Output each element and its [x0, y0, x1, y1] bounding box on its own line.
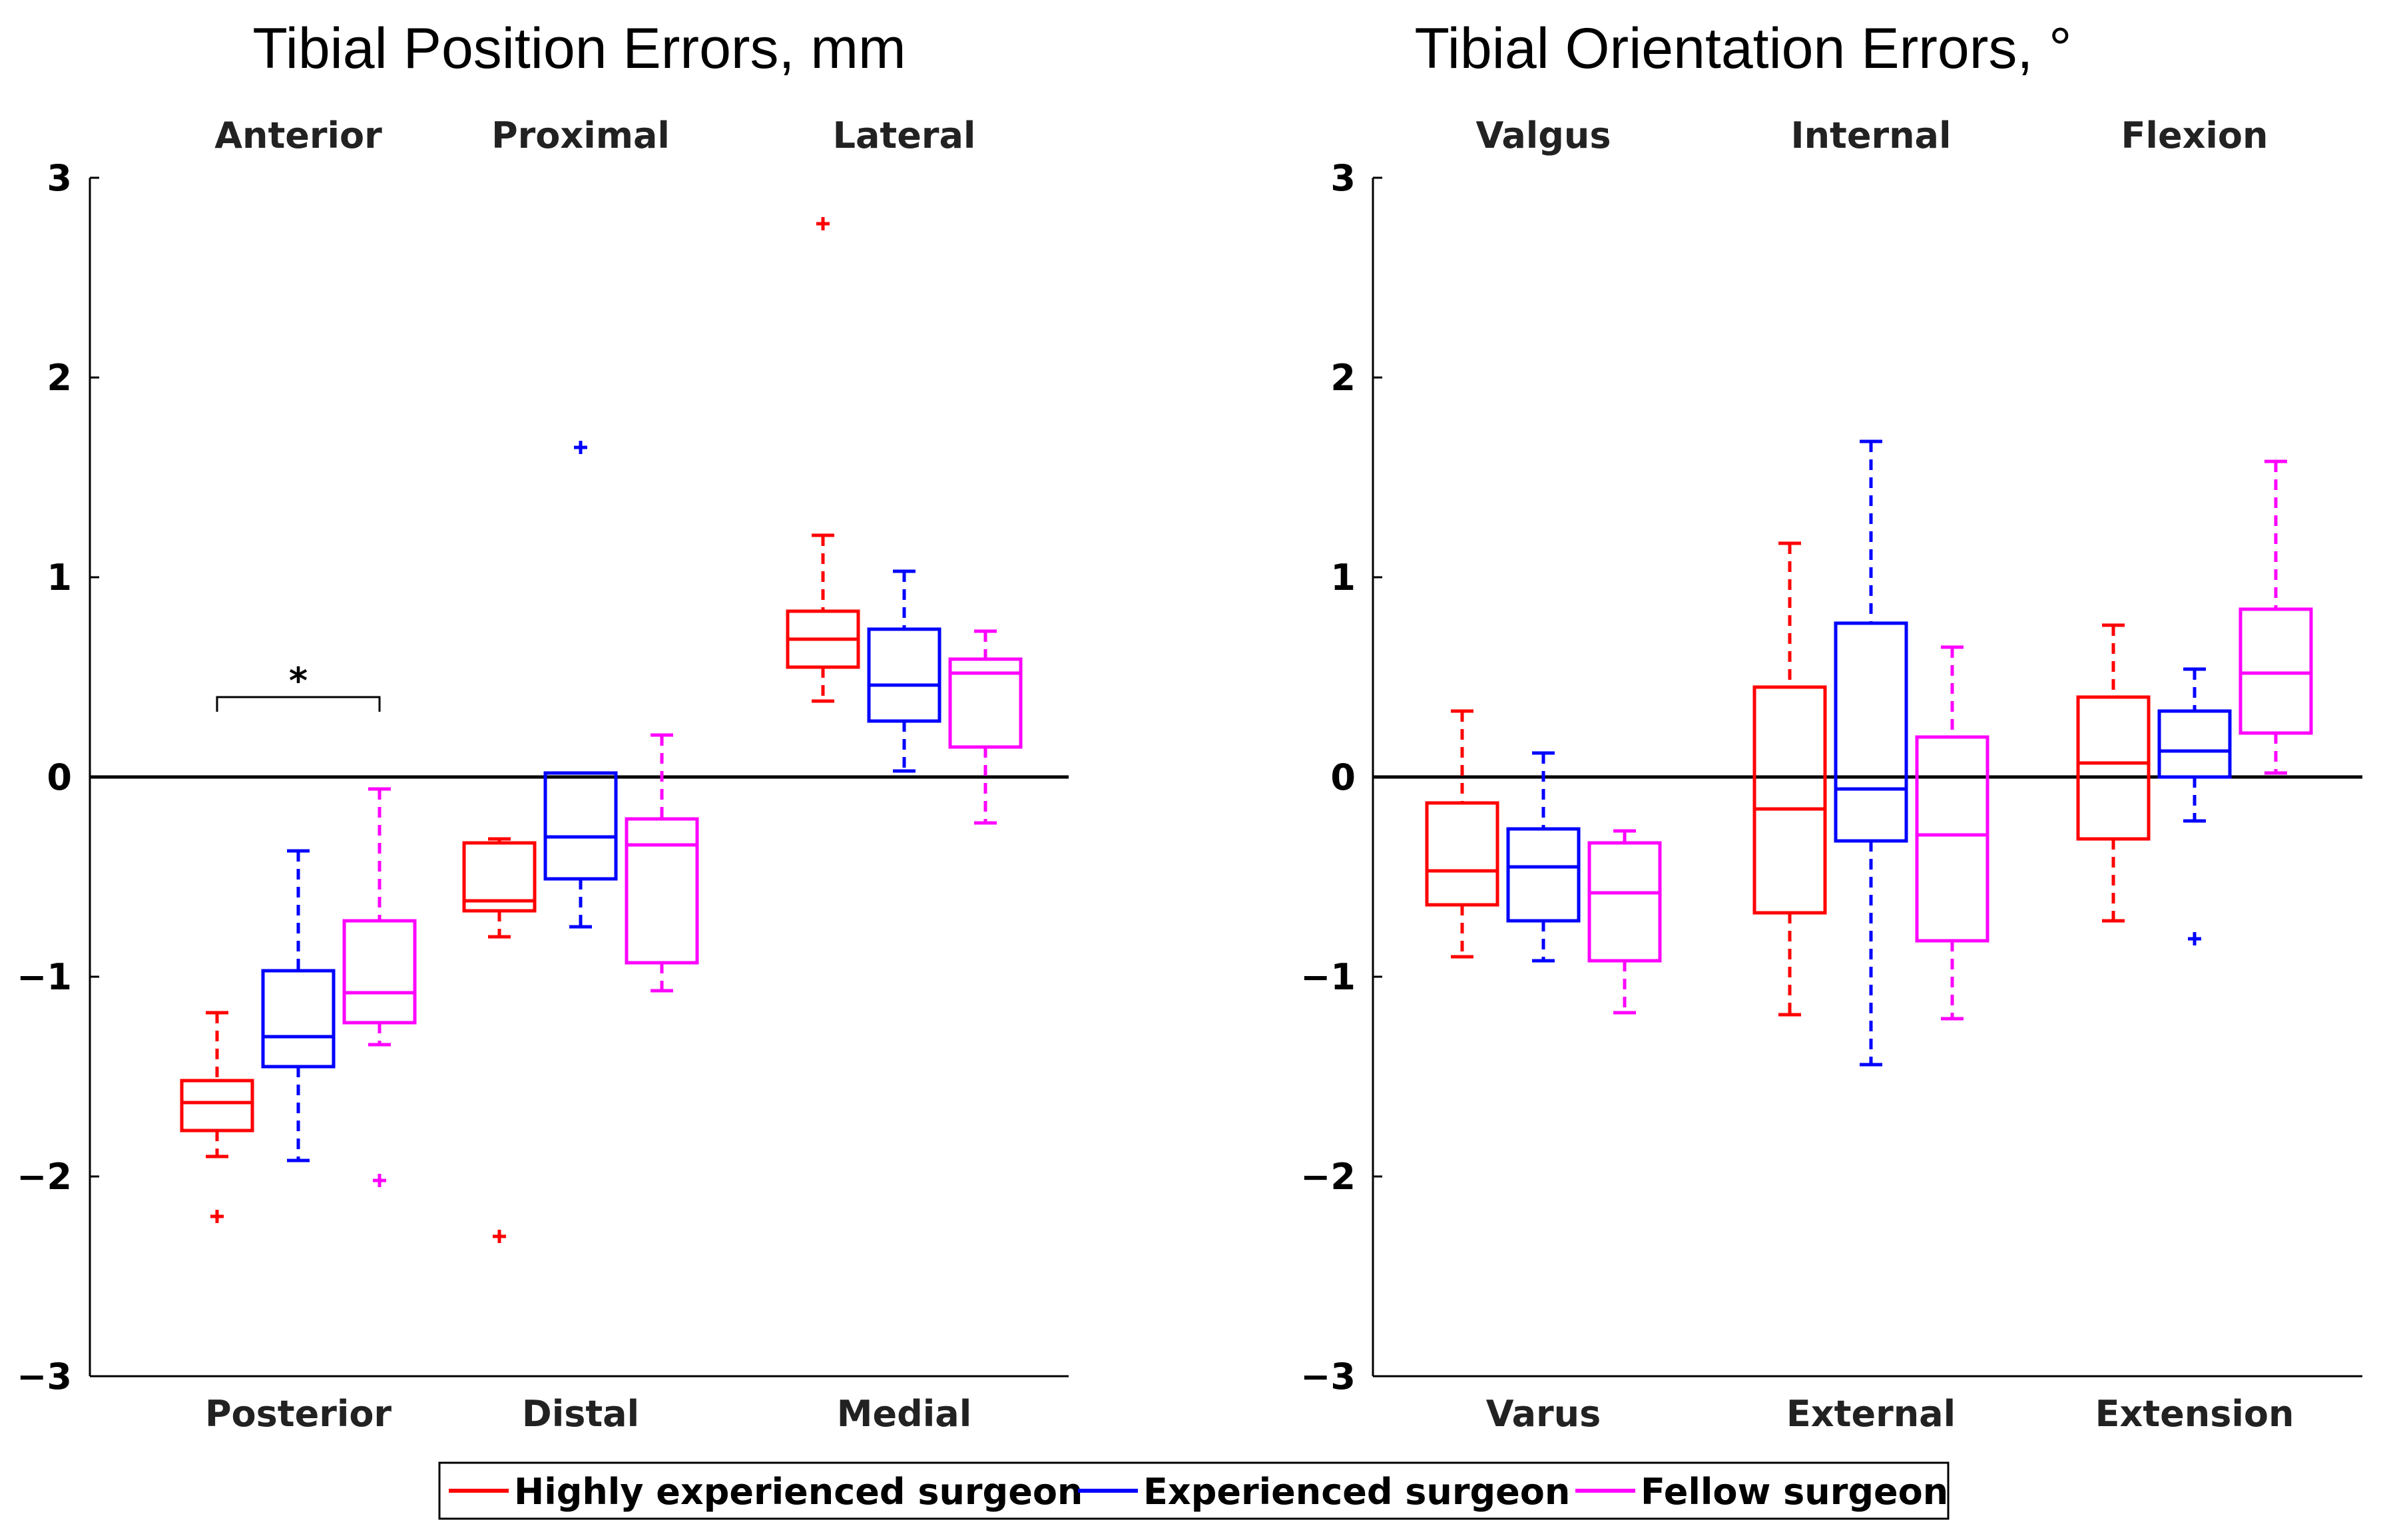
outlier-marker [816, 217, 830, 230]
y-tick-label: 2 [47, 357, 72, 399]
box-highly [462, 837, 537, 1243]
box-fellow [2239, 459, 2313, 775]
bottom-category-label: Posterior [205, 1393, 392, 1435]
box-iqr [625, 817, 699, 965]
position-category-labels: Anterior Proximal Lateral Posterior Distal Me… [205, 115, 976, 1435]
box-experienced [867, 569, 941, 773]
chart-title: Tibial Position Errors, mm [252, 17, 906, 81]
outlier-marker [210, 1210, 224, 1223]
outlier-marker [574, 441, 587, 454]
bottom-category-label: Varus [1486, 1393, 1601, 1435]
box-iqr [1915, 735, 1989, 943]
box-iqr [1752, 685, 1827, 915]
orientation-category-labels: Valgus Internal Flexion Varus External Extens… [1475, 115, 2294, 1435]
legend-label-fellow: Fellow surgeon [1641, 1471, 1948, 1513]
box-experienced [1506, 751, 1581, 963]
box-iqr [2157, 709, 2232, 779]
significance-bracket [216, 696, 381, 712]
y-tick-label: 0 [1330, 756, 1356, 798]
legend-box [438, 1461, 1950, 1520]
legend-label-experienced: Experienced surgeon [1143, 1471, 1570, 1513]
orientation-boxplot-marks [1372, 176, 2362, 1378]
top-category-label: Lateral [833, 115, 976, 156]
box-fellow [342, 787, 417, 1187]
y-tick-label: 3 [47, 157, 72, 199]
box-iqr [2239, 607, 2313, 735]
y-tick-label: 3 [1330, 157, 1356, 199]
position-y-ticks: 3 2 1 0 −1 −2 −3 [17, 157, 72, 1398]
top-category-label: Internal [1791, 115, 1952, 156]
position-errors-panel: Tibial Position Errors, mm * Anterior Pro… [17, 17, 1069, 1435]
chart-title: Tibial Orientation Errors, ° [1414, 17, 2071, 81]
box-fellow [1587, 829, 1662, 1015]
box-highly [180, 1011, 254, 1223]
y-tick-label: −3 [1300, 1356, 1356, 1398]
bottom-category-label: Distal [522, 1393, 639, 1435]
significance-star: * [289, 660, 308, 702]
y-tick-label: −3 [17, 1356, 72, 1398]
box-experienced [2157, 667, 2232, 945]
orientation-y-ticks: 3 2 1 0 −1 −2 −3 [1300, 157, 1356, 1398]
position-boxplot-marks: * [89, 176, 1069, 1378]
box-highly [1752, 541, 1827, 1017]
box-iqr [1587, 841, 1662, 963]
box-fellow [1915, 645, 1989, 1021]
bottom-category-label: External [1786, 1393, 1956, 1435]
top-category-label: Proximal [491, 115, 670, 156]
box-iqr [948, 657, 1023, 749]
y-tick-label: −2 [17, 1156, 72, 1198]
outlier-marker [373, 1174, 386, 1187]
y-tick-label: 1 [47, 557, 72, 599]
box-highly [786, 217, 860, 703]
box-iqr [1834, 621, 1908, 843]
box-highly [1425, 709, 1499, 959]
box-fellow [948, 629, 1023, 825]
box-experienced [1834, 439, 1908, 1067]
outlier-marker [493, 1230, 506, 1243]
box-experienced [543, 441, 618, 929]
top-category-label: Valgus [1475, 115, 1611, 156]
box-highly [2076, 623, 2151, 923]
legend: Highly experienced surgeon Experienced s… [438, 1461, 1950, 1520]
orientation-errors-panel: Tibial Orientation Errors, ° Valgus Inter… [1300, 17, 2362, 1435]
box-iqr [261, 969, 336, 1069]
box-fellow [625, 733, 699, 993]
box-iqr [867, 627, 941, 723]
y-tick-label: −1 [1300, 956, 1356, 998]
bottom-category-label: Medial [837, 1393, 971, 1435]
y-tick-label: 0 [47, 756, 72, 798]
outlier-marker [2188, 932, 2201, 945]
box-iqr [1506, 827, 1581, 923]
box-iqr [462, 841, 537, 913]
box-iqr [1425, 801, 1499, 907]
y-tick-label: 2 [1330, 357, 1356, 399]
box-iqr [180, 1079, 254, 1133]
box-iqr [2076, 695, 2151, 841]
top-category-label: Flexion [2121, 115, 2268, 156]
top-category-label: Anterior [214, 115, 382, 156]
y-tick-label: −2 [1300, 1156, 1356, 1198]
box-iqr [543, 771, 618, 881]
box-experienced [261, 849, 336, 1162]
legend-label-highly: Highly experienced surgeon [514, 1471, 1083, 1513]
bottom-category-label: Extension [2095, 1393, 2294, 1435]
box-iqr [342, 919, 417, 1025]
y-tick-label: 1 [1330, 557, 1356, 599]
y-tick-label: −1 [17, 956, 72, 998]
